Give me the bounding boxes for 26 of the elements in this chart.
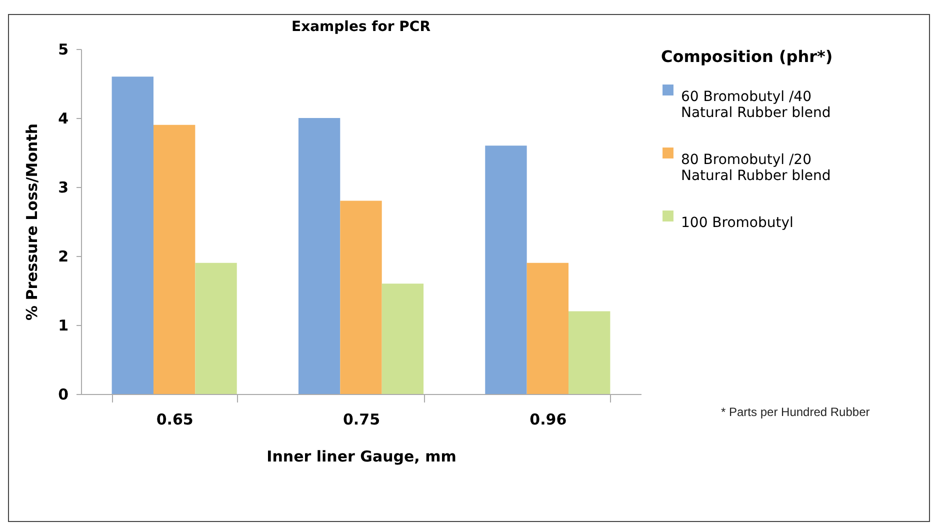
bar [526,262,569,394]
x-axis-title: Inner liner Gauge, mm [266,448,456,466]
text: * Parts per Hundred Rubber [721,405,870,419]
x-tick-label: 0.96 [530,410,567,428]
legend-label: 80 Bromobutyl /20 Natural Rubber blend [681,152,831,184]
bar [568,311,610,394]
bar [298,118,340,394]
bar [485,146,527,394]
y-tick-label: 0 [58,386,68,404]
bar [195,262,237,394]
y-tick-label: 5 [58,40,68,58]
legend-label: 60 Bromobutyl /40 Natural Rubber blend [681,89,831,121]
x-tick-label: 0.65 [156,410,194,428]
y-tick-label: 3 [58,178,68,196]
chart-title: Examples for PCR [292,19,431,35]
y-axis-title: % Pressure Loss/Month [23,123,42,321]
bar [340,200,382,394]
legend-title: Composition (phr*) [661,47,833,66]
y-tick-label: 1 [58,316,68,334]
y-tick-label: 4 [58,110,68,128]
legend-label: 100 Bromobutyl [681,215,794,231]
y-tick-label: 2 [58,248,68,266]
x-tick-label: 0.75 [342,410,380,428]
bar [382,284,424,394]
bar [112,76,154,394]
bar [153,124,196,394]
